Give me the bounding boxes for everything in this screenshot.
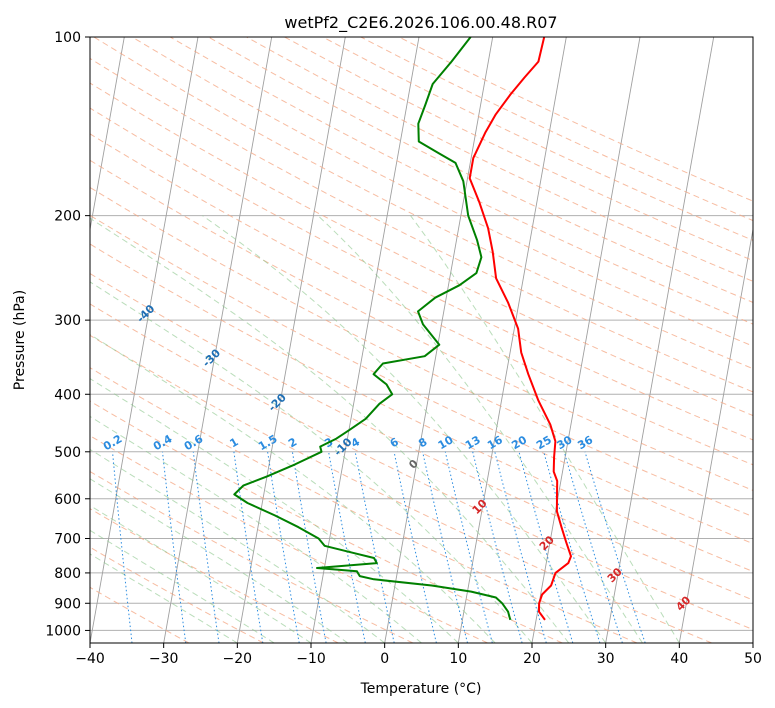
x-tick-label: 10 <box>449 651 467 667</box>
y-tick-label: 100 <box>54 30 81 46</box>
dry-adiabat-line <box>360 37 753 222</box>
dry-adiabat-line <box>90 107 753 441</box>
dry-adiabat-line <box>90 334 712 643</box>
isotherm-line <box>605 37 715 643</box>
dry-adiabat-line <box>90 303 753 631</box>
dry-adiabat-line <box>90 508 339 643</box>
mixing-ratio-line <box>494 451 547 643</box>
mixing-ratio-line <box>393 451 437 643</box>
dry-adiabat-line <box>90 133 753 466</box>
dewpoint-profile-line <box>233 37 512 621</box>
profile-series <box>233 37 572 621</box>
mixing-ratio-line <box>291 451 327 643</box>
background-lines <box>90 37 753 643</box>
plot-frame <box>89 36 754 644</box>
dry-adiabat-line <box>322 37 753 241</box>
isotherm-line <box>90 37 125 233</box>
x-tick-label: −40 <box>75 651 105 667</box>
dry-adiabat-line <box>246 37 753 282</box>
x-tick-label: 30 <box>597 651 615 667</box>
x-tick-label: 0 <box>380 651 389 667</box>
moist-adiabat-line <box>90 217 570 643</box>
mixing-ratio-line <box>444 451 493 643</box>
y-tick-label: 1000 <box>45 623 81 639</box>
y-tick-label: 500 <box>54 445 81 461</box>
x-tick-label: 40 <box>670 651 688 667</box>
moist-adiabat-line <box>90 281 533 643</box>
dry-adiabat-line <box>90 243 753 573</box>
isotherm-line <box>531 37 641 643</box>
y-tick-label: 400 <box>54 387 81 403</box>
y-tick-label: 700 <box>54 532 81 548</box>
chart-title: wetPf2_C2E6.2026.106.00.48.R07 <box>284 13 557 33</box>
mixing-ratio-line <box>543 451 601 643</box>
mixing-ratio-line <box>192 451 220 643</box>
dry-adiabat-line <box>90 272 753 601</box>
mixing-ratio-line <box>584 451 646 643</box>
dry-adiabat-line <box>169 37 753 325</box>
dry-adiabat-line <box>90 186 753 518</box>
dry-adiabat-line <box>90 159 753 491</box>
x-tick-label: −20 <box>223 651 253 667</box>
isotherm-line <box>163 37 273 643</box>
y-tick-label: 300 <box>54 313 81 329</box>
mixing-ratio-line <box>472 451 523 643</box>
moist-adiabat-line <box>90 448 386 643</box>
dry-adiabat-line <box>90 214 753 545</box>
x-axis: −40 −30 −20 −10 0 10 20 30 40 50 <box>75 643 762 667</box>
dry-adiabat-line <box>90 82 753 417</box>
mixing-ratio-line <box>328 451 366 643</box>
moist-adiabat-line <box>90 333 496 643</box>
y-axis-label: Pressure (hPa) <box>12 290 28 390</box>
isotherm-line <box>236 37 346 643</box>
dry-adiabat-line <box>131 37 753 347</box>
moist-adiabat-line <box>90 415 422 643</box>
dry-adiabat-line <box>90 367 638 643</box>
dry-adiabat-line <box>90 470 414 643</box>
mixing-ratio-line <box>422 451 468 643</box>
isotherm-line <box>90 37 199 643</box>
y-tick-label: 900 <box>54 596 81 612</box>
mixing-ratio-line <box>563 451 623 643</box>
isotherm-line <box>678 226 753 643</box>
mixing-ratio-line <box>354 451 395 643</box>
isotherm-line <box>457 37 567 643</box>
moist-adiabat-line <box>410 215 680 643</box>
isotherm-line <box>384 37 494 643</box>
y-tick-label: 200 <box>54 209 81 225</box>
x-tick-label: 50 <box>744 651 762 667</box>
plot-area: -100-90-80-70-60-50-40-30-20-10010203040… <box>3 36 754 644</box>
x-tick-label: −10 <box>296 651 326 667</box>
y-axis: 1000 900 800 700 600 500 400 300 200 100 <box>45 30 90 639</box>
isotherm-label: -60 <box>3 213 26 236</box>
temperature-profile-line <box>468 37 572 621</box>
moist-adiabat-line <box>202 215 607 643</box>
mixing-ratio-line <box>233 451 264 643</box>
dry-adiabat-line <box>93 37 753 370</box>
x-tick-label: −30 <box>149 651 179 667</box>
isotherm-line <box>752 640 753 643</box>
dry-adiabat-line <box>90 57 753 393</box>
y-tick-label: 600 <box>54 492 81 508</box>
moist-adiabat-line <box>90 504 312 643</box>
y-tick-label: 800 <box>54 566 81 582</box>
dry-adiabat-line <box>208 37 753 303</box>
moist-adiabat-line <box>317 215 643 643</box>
x-tick-label: 20 <box>523 651 541 667</box>
x-axis-label: Temperature (°C) <box>360 681 482 697</box>
dry-adiabat-line <box>284 37 753 262</box>
mixing-ratio-line <box>518 451 574 643</box>
mixing-ratio-line <box>267 451 300 643</box>
mixing-ratio-line <box>112 451 133 643</box>
isotherm-label: -50 <box>68 257 91 280</box>
mixing-ratio-line <box>162 451 187 643</box>
